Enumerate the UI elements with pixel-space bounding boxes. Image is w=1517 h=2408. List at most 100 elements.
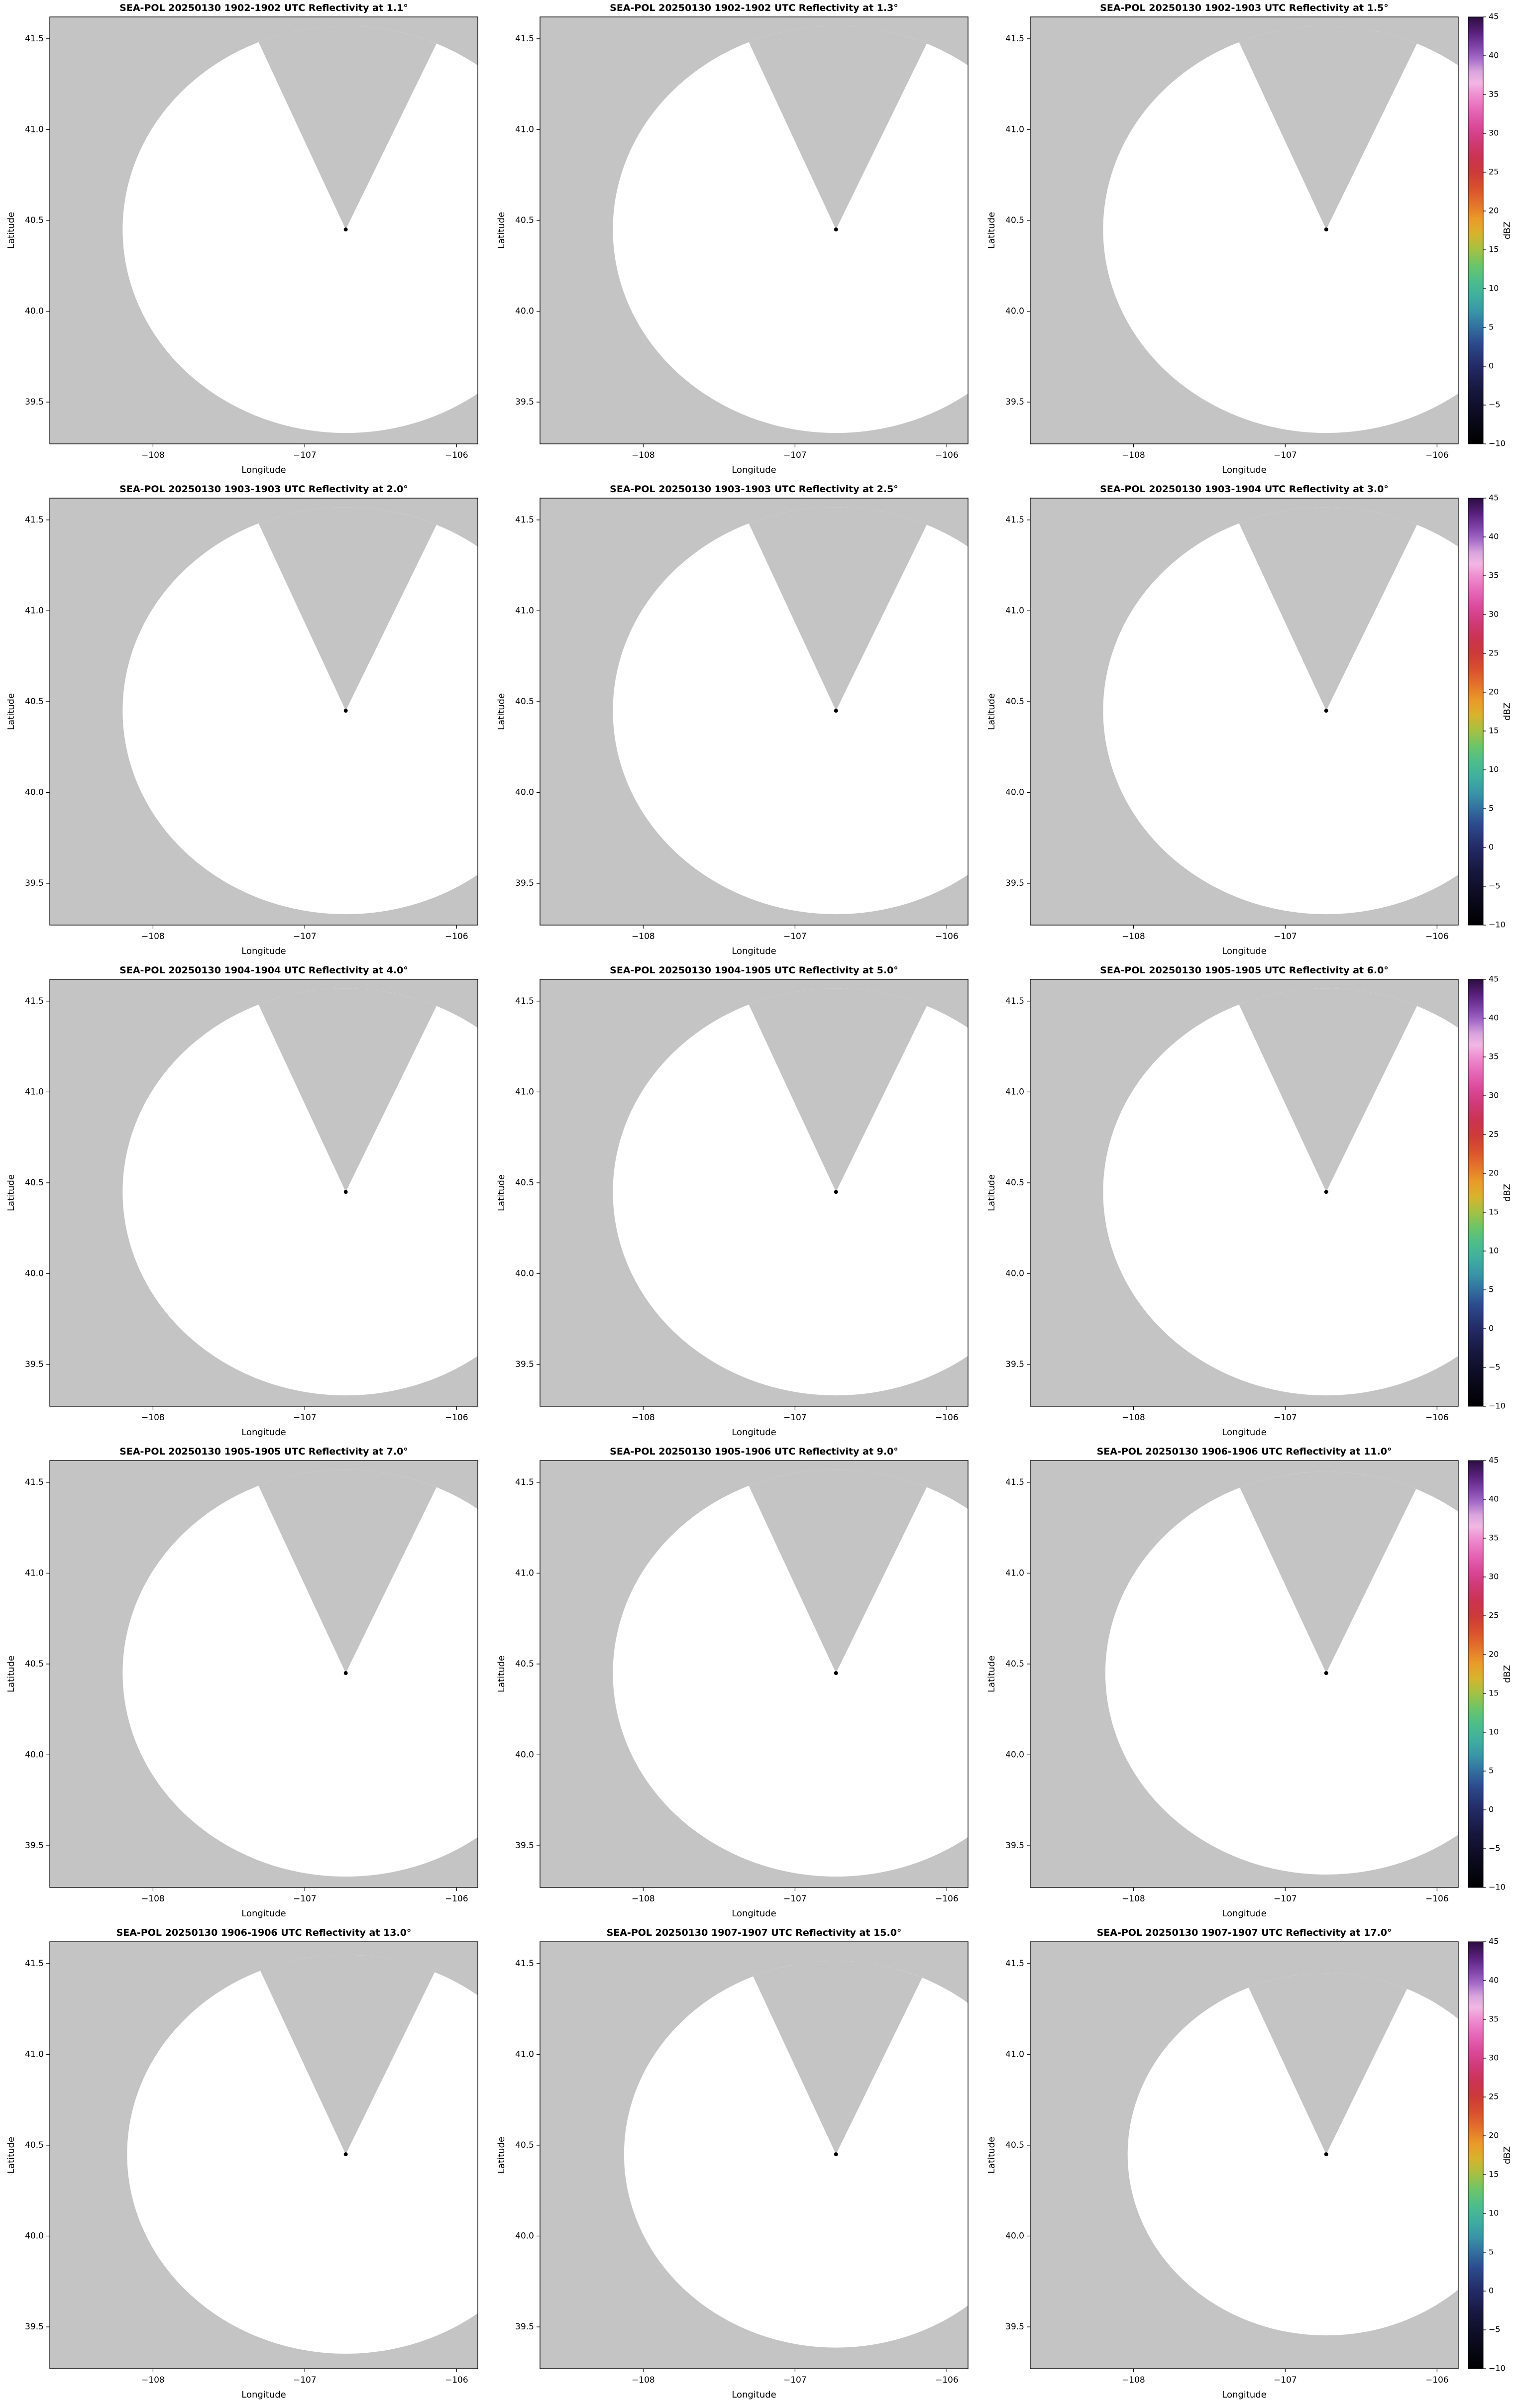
y-tick-label: 40.5: [25, 1659, 44, 1669]
y-tick-label: 39.5: [1005, 878, 1024, 888]
y-axis-label: Latitude: [986, 212, 997, 249]
y-tick-label: 41.5: [25, 996, 44, 1006]
panel-title: SEA-POL 20250130 1903-1903 UTC Reflectiv…: [119, 484, 408, 495]
x-tick-label: −107: [293, 1413, 317, 1423]
x-tick-label: −107: [1274, 1413, 1297, 1423]
x-tick-label: −108: [1122, 450, 1145, 460]
colorbar-tick-label: 10: [1489, 1727, 1499, 1737]
radar-ppi-plot-13: SEA-POL 20250130 1906-1906 UTC Reflectiv…: [6, 1927, 478, 2400]
x-tick-label: −108: [632, 932, 655, 942]
colorbar-tick-label: −10: [1489, 920, 1506, 930]
y-tick-label: 41.0: [25, 124, 44, 134]
x-tick-label: −106: [445, 1413, 468, 1423]
colorbar-tick-label: 45: [1489, 12, 1499, 21]
y-tick-label: 41.5: [25, 515, 44, 525]
x-tick-label: −107: [1274, 932, 1297, 942]
colorbar-tick-label: 35: [1489, 571, 1499, 580]
axes-border: [49, 979, 478, 1407]
blocked-sector-wedge: [749, 1469, 927, 1674]
colorbar-tick-label: 10: [1489, 2208, 1499, 2218]
y-tick-label: 40.5: [515, 697, 534, 707]
y-tick-label: 41.0: [1005, 2049, 1024, 2059]
panel-title: SEA-POL 20250130 1905-1906 UTC Reflectiv…: [610, 1446, 898, 1457]
subplot-r5c1: SEA-POL 20250130 1906-1906 UTC Reflectiv…: [0, 1925, 490, 2406]
y-tick-label: 41.5: [1005, 1477, 1024, 1487]
colorbar-tick-label: 45: [1489, 493, 1499, 503]
panel-title: SEA-POL 20250130 1905-1905 UTC Reflectiv…: [1100, 965, 1389, 976]
x-tick-label: −108: [632, 1413, 655, 1423]
y-tick-label: 41.5: [25, 1477, 44, 1487]
colorbar-tick-label: 15: [1489, 726, 1499, 735]
colorbar-tick-label: 35: [1489, 1052, 1499, 1061]
blocked-sector-wedge: [260, 1955, 435, 2155]
y-tick-label: 40.0: [25, 787, 44, 797]
subplot-r5c2: SEA-POL 20250130 1907-1907 UTC Reflectiv…: [490, 1925, 980, 2406]
x-tick-label: −106: [445, 450, 468, 460]
y-tick-label: 41.0: [1005, 124, 1024, 134]
x-tick-label: −108: [1122, 932, 1145, 942]
subplot-r5c3: SEA-POL 20250130 1907-1907 UTC Reflectiv…: [980, 1925, 1517, 2406]
x-axis-label: Longitude: [732, 2390, 776, 2400]
panel-title: SEA-POL 20250130 1906-1906 UTC Reflectiv…: [116, 1927, 412, 1938]
x-axis-label: Longitude: [1222, 946, 1267, 956]
blocked-sector-wedge: [258, 507, 437, 711]
axes-border: [540, 979, 969, 1407]
axes-border: [540, 498, 969, 926]
radar-location-marker: [1324, 709, 1328, 713]
colorbar-tick-label: 40: [1489, 532, 1499, 541]
y-tick-label: 40.5: [1005, 215, 1024, 225]
colorbar-tick-label: 0: [1489, 842, 1494, 852]
x-tick-label: −108: [632, 1894, 655, 1904]
colorbar-tick-label: 5: [1489, 804, 1494, 813]
y-tick-label: 40.5: [1005, 1659, 1024, 1669]
y-tick-label: 41.0: [25, 2049, 44, 2059]
colorbar-tick-label: 40: [1489, 1494, 1499, 1504]
y-tick-label: 40.5: [25, 215, 44, 225]
axes-border: [49, 498, 478, 926]
x-tick-label: −107: [293, 1894, 317, 1904]
panel-title: SEA-POL 20250130 1907-1907 UTC Reflectiv…: [607, 1927, 902, 1938]
y-tick-label: 40.0: [515, 306, 534, 316]
colorbar-tick-label: 20: [1489, 1650, 1499, 1659]
radar-location-marker: [1324, 2152, 1328, 2157]
colorbar-tick-label: 40: [1489, 1013, 1499, 1023]
x-tick-label: −106: [445, 932, 468, 942]
axes-border: [540, 1460, 969, 1888]
blocked-sector-wedge: [1240, 1471, 1416, 1674]
y-tick-label: 40.0: [515, 787, 534, 797]
colorbar-tick-label: 25: [1489, 2092, 1499, 2101]
y-tick-label: 40.0: [25, 1268, 44, 1278]
y-tick-label: 41.0: [1005, 606, 1024, 616]
colorbar-tick-label: 20: [1489, 1168, 1499, 1178]
x-tick-label: −106: [935, 450, 959, 460]
colorbar-tick-label: −5: [1489, 2325, 1501, 2334]
y-tick-label: 39.5: [515, 397, 534, 407]
y-tick-label: 41.5: [515, 515, 534, 525]
colorbar-tick-label: 10: [1489, 765, 1499, 774]
y-tick-label: 40.5: [515, 1659, 534, 1669]
y-axis-label: Latitude: [986, 1174, 997, 1211]
y-axis-label: Latitude: [496, 1174, 507, 1211]
radar-ppi-plot-7: SEA-POL 20250130 1904-1904 UTC Reflectiv…: [6, 965, 478, 1438]
y-tick-label: 39.5: [25, 1360, 44, 1369]
colorbar: [1468, 16, 1484, 444]
y-tick-label: 40.0: [1005, 2231, 1024, 2241]
y-axis-label: Latitude: [6, 1656, 16, 1692]
y-tick-label: 41.0: [25, 606, 44, 616]
colorbar-label: dBZ: [1502, 2146, 1513, 2164]
y-tick-label: 41.0: [1005, 1568, 1024, 1578]
y-tick-label: 41.5: [515, 1477, 534, 1487]
radar-location-marker: [343, 709, 348, 713]
y-tick-label: 41.5: [515, 996, 534, 1006]
subplot-r1c2: SEA-POL 20250130 1902-1902 UTC Reflectiv…: [490, 0, 980, 481]
colorbar-tick-label: 0: [1489, 1805, 1494, 1814]
x-tick-label: −106: [935, 1413, 959, 1423]
colorbar-tick-label: 30: [1489, 2053, 1499, 2063]
colorbar-tick-label: 45: [1489, 1456, 1499, 1465]
y-tick-label: 40.5: [1005, 2140, 1024, 2150]
colorbar-tick-label: 30: [1489, 128, 1499, 138]
blocked-sector-wedge: [1248, 1973, 1407, 2155]
colorbar-tick-label: 5: [1489, 1285, 1494, 1294]
x-tick-label: −107: [293, 450, 317, 460]
x-tick-label: −108: [1122, 1894, 1145, 1904]
